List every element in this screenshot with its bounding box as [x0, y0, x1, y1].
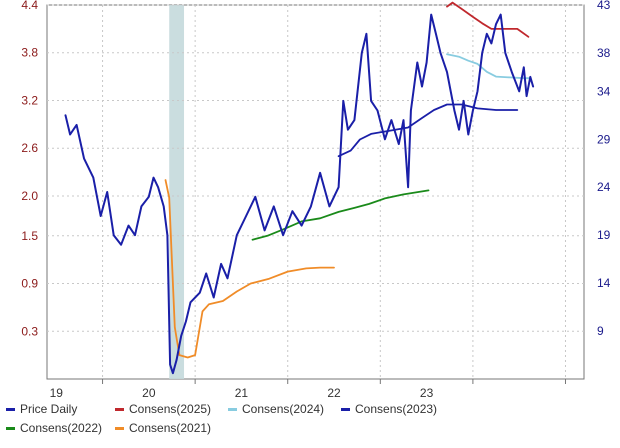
left-tick-label: 3.8	[21, 46, 38, 60]
legend-swatch	[341, 407, 350, 411]
right-tick-label: 29	[597, 132, 611, 146]
right-tick-label: 43	[597, 0, 611, 12]
legend-item-consens-2022[interactable]: Consens(2022)	[6, 421, 102, 435]
legend-swatch	[228, 407, 237, 411]
x-tick-label: 23	[420, 386, 434, 400]
left-tick-label: 4.4	[21, 0, 38, 12]
legend-label: Price Daily	[20, 402, 78, 416]
series-line-consens-2021	[164, 179, 335, 359]
x-tick-label: 22	[327, 386, 341, 400]
left-tick-label: 0.9	[21, 277, 38, 291]
legend-swatch	[115, 407, 124, 411]
right-tick-label: 34	[597, 84, 611, 98]
legend-swatch	[6, 407, 15, 411]
series-line-consens-2025	[446, 1, 530, 38]
legend-label: Consens(2025)	[129, 402, 212, 416]
right-tick-label: 19	[597, 228, 611, 242]
left-tick-label: 1.5	[21, 229, 38, 243]
left-tick-label: 0.3	[21, 324, 38, 338]
shaded-period	[169, 5, 185, 379]
left-tick-label: 3.2	[21, 93, 38, 107]
legend-swatch	[6, 426, 15, 430]
right-tick-label: 14	[597, 276, 611, 290]
right-tick-label: 38	[597, 46, 611, 60]
legend-label: Consens(2024)	[242, 402, 325, 416]
series-line-price-daily	[64, 13, 535, 375]
legend-item-price-daily[interactable]: Price Daily	[6, 402, 77, 416]
legend-item-consens-2025[interactable]: Consens(2025)	[115, 402, 211, 416]
x-tick-label: 21	[235, 386, 249, 400]
series-line-consens-2024	[446, 53, 532, 80]
right-tick-label: 9	[597, 324, 604, 338]
legend-swatch	[115, 426, 124, 430]
legend-item-consens-2021[interactable]: Consens(2021)	[115, 421, 211, 435]
legend-label: Consens(2022)	[20, 421, 103, 435]
left-tick-label: 2.6	[21, 141, 38, 155]
left-tick-label: 2.0	[21, 189, 38, 203]
legend-item-consens-2023[interactable]: Consens(2023)	[341, 402, 437, 416]
series-line-consens-2022	[251, 189, 430, 241]
series-line-consens-2023	[337, 103, 519, 158]
x-tick-label: 19	[50, 386, 64, 400]
x-tick-label: 20	[142, 386, 156, 400]
legend-label: Consens(2021)	[129, 421, 212, 435]
legend-item-consens-2024[interactable]: Consens(2024)	[228, 402, 324, 416]
legend-label: Consens(2023)	[355, 402, 438, 416]
right-tick-label: 24	[597, 180, 611, 194]
